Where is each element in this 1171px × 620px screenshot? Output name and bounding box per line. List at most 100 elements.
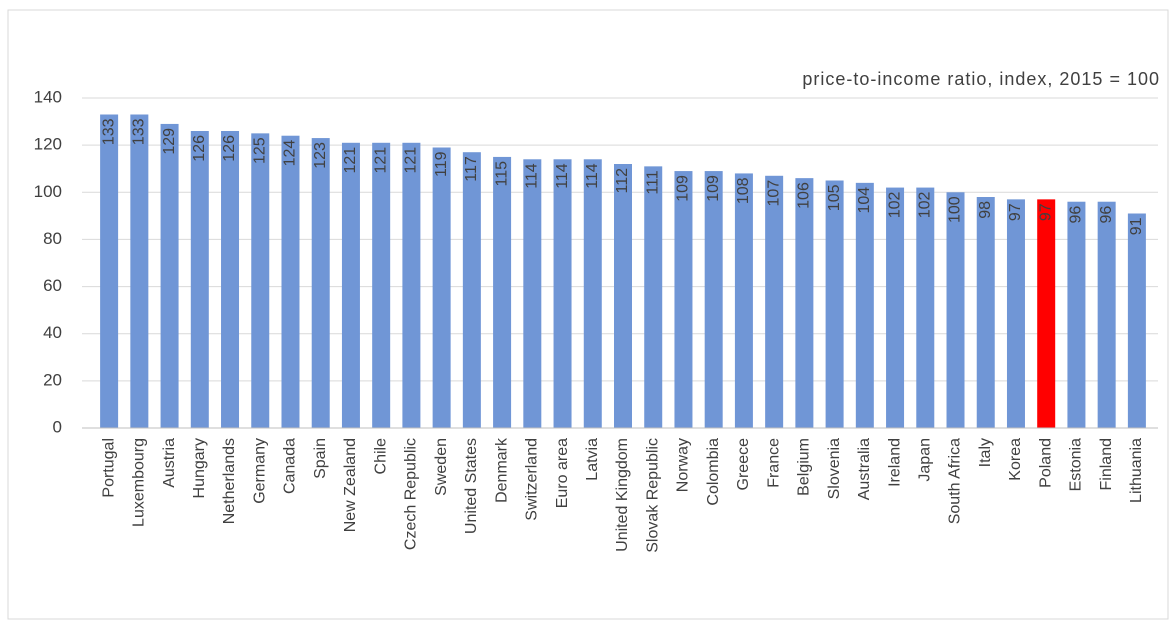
x-tick-label: Austria: [161, 438, 178, 488]
value-label: 111: [644, 170, 661, 194]
y-tick-label: 60: [43, 276, 62, 295]
x-tick-label: Czech Republic: [403, 438, 420, 550]
y-tick-label: 80: [43, 229, 62, 248]
bar: [1006, 199, 1025, 428]
x-tick-label: Luxembourg: [131, 438, 148, 527]
value-label: 129: [161, 128, 178, 155]
x-tick-label: Colombia: [705, 438, 722, 506]
value-label: 105: [826, 184, 843, 211]
value-label: 109: [675, 175, 692, 202]
value-label: 91: [1128, 217, 1145, 235]
value-label: 114: [524, 163, 541, 189]
bar: [553, 159, 572, 429]
value-label: 114: [584, 163, 601, 189]
y-tick-label: 120: [34, 135, 62, 154]
x-tick-label: Slovak Republic: [644, 438, 661, 553]
y-tick-label: 140: [34, 87, 62, 106]
y-tick-label: 40: [43, 323, 62, 342]
value-label: 96: [1098, 206, 1115, 224]
bar: [916, 187, 935, 428]
x-tick-label: Canada: [282, 438, 299, 494]
x-tick-label: Norway: [675, 438, 692, 492]
x-tick-label: Belgium: [796, 438, 813, 496]
x-tick-label: Ireland: [886, 438, 903, 487]
value-label: 102: [886, 191, 903, 218]
value-label: 126: [191, 135, 208, 162]
y-tick-label: 0: [53, 417, 62, 436]
x-tick-label: Estonia: [1068, 438, 1085, 491]
x-tick-label: New Zealand: [342, 438, 359, 532]
value-label: 121: [372, 147, 389, 174]
bar: [886, 187, 905, 428]
y-tick-label: 100: [34, 182, 62, 201]
x-tick-label: Finland: [1098, 438, 1115, 490]
bar: [281, 135, 300, 428]
value-label: 106: [796, 182, 813, 209]
bar: [1127, 213, 1146, 428]
chart-frame: [7, 9, 1169, 620]
bar: [1037, 199, 1056, 428]
x-tick-label: France: [765, 438, 782, 488]
x-tick-label: Lithuania: [1128, 438, 1145, 503]
value-label: 97: [1007, 203, 1024, 221]
value-label: 109: [705, 175, 722, 202]
bar: [976, 197, 995, 428]
bar: [765, 175, 784, 428]
bar: [614, 164, 632, 428]
bar: [734, 173, 753, 428]
x-tick-label: Italy: [977, 438, 994, 467]
value-label: 123: [312, 142, 329, 169]
value-label: 102: [917, 191, 934, 218]
value-label: 121: [403, 147, 420, 174]
value-label: 119: [433, 151, 450, 177]
x-tick-label: United States: [463, 438, 480, 534]
x-tick-label: Japan: [917, 438, 934, 482]
bar: [432, 147, 451, 428]
value-label: 117: [463, 156, 480, 182]
bar: [221, 131, 240, 428]
value-label: 114: [554, 163, 571, 189]
bar: [341, 142, 360, 429]
value-label: 96: [1068, 206, 1085, 224]
bar: [372, 142, 391, 429]
bar: [855, 182, 874, 428]
value-label: 100: [947, 196, 964, 223]
x-tick-label: Australia: [856, 438, 873, 500]
value-label: 121: [342, 147, 359, 174]
bar: [825, 180, 844, 428]
value-label: 124: [282, 140, 299, 167]
value-label: 98: [977, 201, 994, 219]
x-tick-label: Spain: [312, 438, 329, 479]
x-tick-label: United Kingdom: [614, 438, 631, 552]
bar: [583, 159, 602, 429]
x-tick-label: South Africa: [947, 438, 964, 524]
value-label: 133: [131, 118, 148, 145]
x-tick-label: Slovenia: [826, 438, 843, 499]
y-tick-label: 20: [43, 370, 62, 389]
value-label: 125: [251, 137, 268, 164]
bar: [704, 171, 723, 429]
bar: [523, 159, 542, 429]
x-tick-label: Korea: [1007, 438, 1024, 481]
bar: [311, 138, 330, 429]
bar: [251, 133, 270, 428]
x-tick-label: Switzerland: [524, 438, 541, 521]
bar: [462, 152, 481, 428]
bar: [100, 114, 119, 428]
x-tick-label: Denmark: [493, 437, 510, 503]
x-tick-label: Euro area: [554, 438, 571, 508]
value-label: 97: [1037, 203, 1054, 221]
bar: [190, 131, 209, 428]
bar: [795, 178, 814, 428]
value-label: 104: [856, 187, 873, 214]
bar: [160, 123, 179, 428]
value-label: 115: [493, 161, 510, 187]
x-tick-label: Hungary: [191, 438, 208, 498]
chart-subtitle: price-to-income ratio, index, 2015 = 100: [802, 69, 1160, 89]
value-label: 108: [735, 177, 752, 204]
value-label: 133: [100, 118, 117, 145]
bar: [402, 142, 421, 429]
x-tick-label: Greece: [735, 438, 752, 491]
x-tick-label: Germany: [251, 438, 268, 504]
